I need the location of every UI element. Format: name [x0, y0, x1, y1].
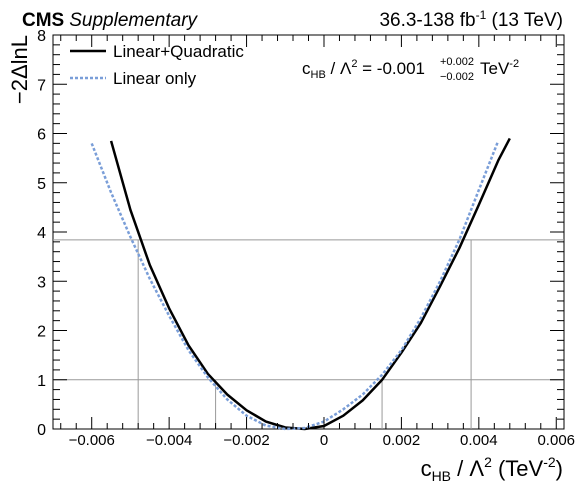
fit-square: 2 [351, 58, 357, 70]
fit-param-sub: HB [311, 69, 326, 81]
y-tick-label: 6 [37, 127, 46, 144]
x-axis-unit-exponent: -2 [543, 454, 556, 470]
experiment-tag: Supplementary [69, 10, 198, 31]
y-axis-label: −2ΔlnL [7, 35, 32, 104]
x-axis-param-sub: HB [432, 468, 451, 484]
luminosity-exponent: -1 [476, 8, 487, 22]
y-tick-label: 4 [37, 225, 46, 242]
series-line-linquad [109, 137, 511, 431]
x-tick-label: 0.006 [537, 432, 575, 449]
x-tick-label: 0.004 [460, 432, 498, 449]
likelihood-curves [90, 137, 511, 431]
y-tick-label: 8 [37, 28, 46, 45]
series-line-linear [90, 140, 500, 431]
x-axis-param: c [421, 456, 432, 481]
axis-ticks: −0.006 −0.004 −0.002 0 0.002 0.004 0.006 0 1 2 3 4 5… [37, 28, 575, 449]
fit-param: c [302, 59, 311, 78]
fit-error-up: +0.002 [440, 56, 474, 68]
fit-value: = -0.001 [357, 59, 425, 78]
fit-unit: TeV-2 [480, 58, 519, 78]
experiment-name: CMS [22, 10, 64, 31]
luminosity-suffix: (13 TeV) [486, 10, 563, 31]
y-tick-label: 1 [37, 373, 46, 390]
fit-unit-main: TeV [480, 59, 510, 78]
luminosity-label: 36.3-138 fb-1 (13 TeV) [379, 8, 563, 31]
x-tick-label: 0 [320, 432, 328, 449]
experiment-header: CMS Supplementary [22, 10, 199, 31]
x-axis-slash: / Λ [451, 456, 484, 481]
x-tick-label: 0.002 [383, 432, 421, 449]
legend-label-linquad: Linear+Quadratic [113, 42, 244, 61]
x-tick-label: −0.006 [69, 432, 115, 449]
plot-frame [52, 34, 565, 430]
y-tick-label: 3 [37, 274, 46, 291]
y-tick-label: 7 [37, 77, 46, 94]
y-tick-label: 0 [37, 422, 46, 439]
luminosity-prefix: 36.3-138 fb [379, 10, 475, 31]
fit-slash: / Λ [326, 59, 352, 78]
fit-result-main: cHB / Λ2 = -0.001 [302, 58, 425, 81]
fit-error-down: −0.002 [440, 71, 474, 83]
reference-lines [53, 239, 564, 429]
x-axis-unit: (TeV [492, 456, 544, 481]
x-axis-label: cHB / Λ2 (TeV-2) [421, 454, 563, 484]
x-tick-label: −0.004 [146, 432, 192, 449]
fit-unit-exp: -2 [509, 58, 519, 70]
fit-result: cHB / Λ2 = -0.001 +0.002 −0.002 TeV-2 [302, 56, 519, 83]
y-tick-label: 2 [37, 324, 46, 341]
legend-label-linear: Linear only [113, 69, 197, 88]
x-axis-square: 2 [484, 454, 492, 470]
y-tick-label: 5 [37, 176, 46, 193]
x-tick-label: −0.002 [223, 432, 269, 449]
x-axis-close: ) [556, 456, 563, 481]
legend: Linear+Quadratic Linear only [70, 42, 244, 88]
